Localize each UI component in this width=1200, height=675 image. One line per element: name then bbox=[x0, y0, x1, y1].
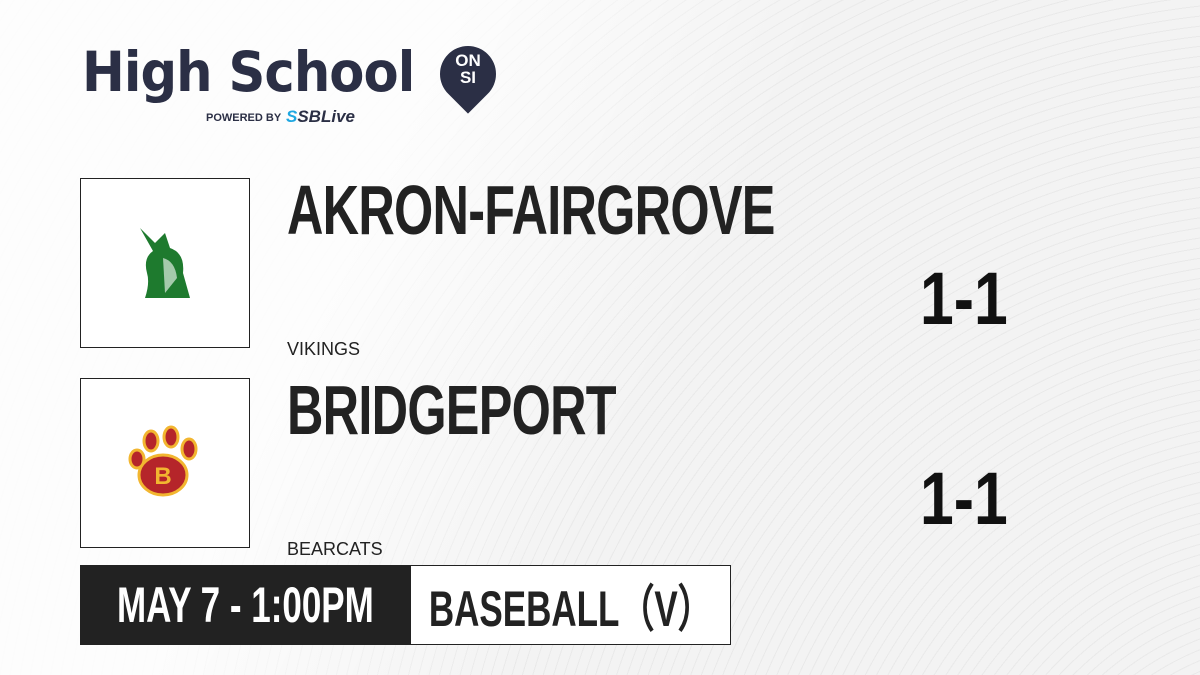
team-logo-akron-fairgrove bbox=[80, 178, 250, 348]
powered-by-label: POWERED BY bbox=[206, 112, 282, 124]
team-mascot: VIKINGS bbox=[287, 339, 361, 359]
team-name: BRIDGEPORT bbox=[287, 371, 617, 449]
game-sport: BASEBALL（V） bbox=[410, 565, 731, 645]
brand-title: High School bbox=[82, 40, 415, 104]
team-record: 1-1 bbox=[920, 257, 1008, 340]
on-si-badge: ON SI bbox=[455, 51, 481, 87]
team-record: 1-1 bbox=[920, 457, 1008, 540]
svg-text:B: B bbox=[154, 463, 171, 490]
game-datetime: MAY 7 - 1:00PM bbox=[80, 565, 411, 645]
sblive-logo: SSBLive bbox=[286, 107, 355, 126]
viking-head-icon bbox=[140, 228, 190, 298]
bear-paw-icon: B bbox=[128, 425, 198, 497]
team-mascot: BEARCATS bbox=[287, 539, 383, 559]
sblive-s-icon: S bbox=[286, 107, 298, 126]
team-name: AKRON-FAIRGROVE bbox=[287, 171, 775, 249]
team-logo-bridgeport: B bbox=[80, 378, 250, 548]
